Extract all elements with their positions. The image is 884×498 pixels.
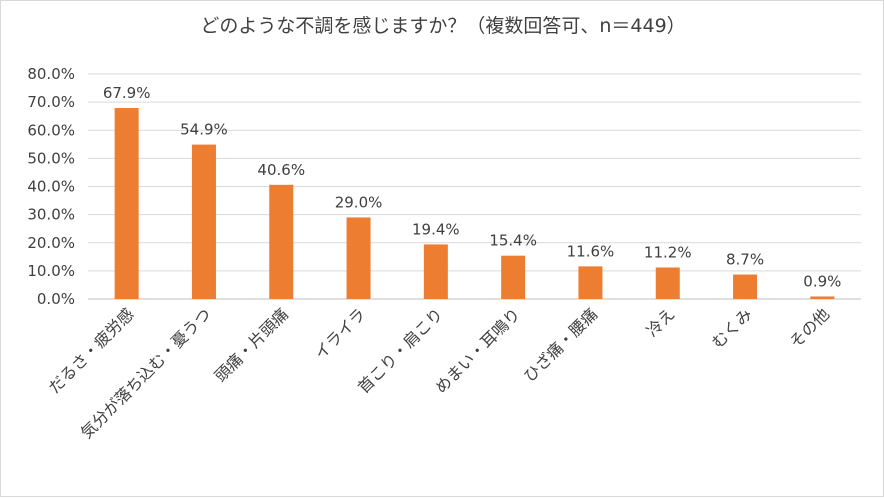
data-label: 8.7% bbox=[726, 251, 764, 269]
gridlines bbox=[88, 73, 861, 272]
bars bbox=[114, 108, 835, 299]
y-tick-label: 0.0% bbox=[37, 290, 75, 308]
bar bbox=[655, 267, 680, 299]
data-label: 29.0% bbox=[335, 193, 383, 211]
bar bbox=[269, 184, 294, 299]
category-label: 頭痛・片頭痛 bbox=[211, 304, 292, 385]
bar bbox=[423, 244, 448, 299]
data-label: 40.6% bbox=[257, 161, 305, 179]
y-tick-label: 80.0% bbox=[27, 65, 75, 83]
category-label: ひざ痛・腰痛 bbox=[520, 304, 601, 385]
y-tick-label: 20.0% bbox=[27, 234, 75, 252]
y-tick-label: 50.0% bbox=[27, 149, 75, 167]
category-label: 気分が落ち込む・憂うつ bbox=[77, 304, 215, 442]
data-label: 0.9% bbox=[803, 272, 841, 290]
category-label: むくみ bbox=[708, 304, 756, 352]
y-tick-label: 70.0% bbox=[27, 93, 75, 111]
data-label: 67.9% bbox=[103, 84, 151, 102]
data-label: 54.9% bbox=[180, 121, 228, 139]
y-axis-ticks: 0.0% 10.0% 20.0% 30.0% 40.0% 50.0% 60.0% 70.0% 8… bbox=[27, 65, 75, 308]
data-label: 15.4% bbox=[489, 232, 537, 250]
bar bbox=[733, 274, 758, 299]
y-tick-label: 40.0% bbox=[27, 178, 75, 196]
y-tick-label: 10.0% bbox=[27, 262, 75, 280]
category-label: 冷え bbox=[643, 304, 679, 340]
category-label: イライラ bbox=[311, 304, 370, 363]
bar bbox=[578, 266, 603, 299]
bar bbox=[501, 255, 526, 299]
chart-title: どのような不調を感じますか？（複数回答可、n＝449） bbox=[200, 15, 686, 37]
data-label: 19.4% bbox=[412, 220, 460, 238]
category-label: その他 bbox=[786, 304, 833, 351]
data-label: 11.2% bbox=[644, 244, 692, 262]
data-label: 11.6% bbox=[567, 242, 615, 260]
bar bbox=[114, 108, 139, 299]
bar bbox=[191, 144, 216, 299]
bar bbox=[810, 296, 835, 299]
y-tick-label: 30.0% bbox=[27, 206, 75, 224]
y-tick-label: 60.0% bbox=[27, 121, 75, 139]
bar bbox=[346, 217, 371, 299]
data-labels: 67.9% 54.9% 40.6% 29.0% 19.4% 15.4% 11.6% 11.2%… bbox=[103, 84, 842, 290]
